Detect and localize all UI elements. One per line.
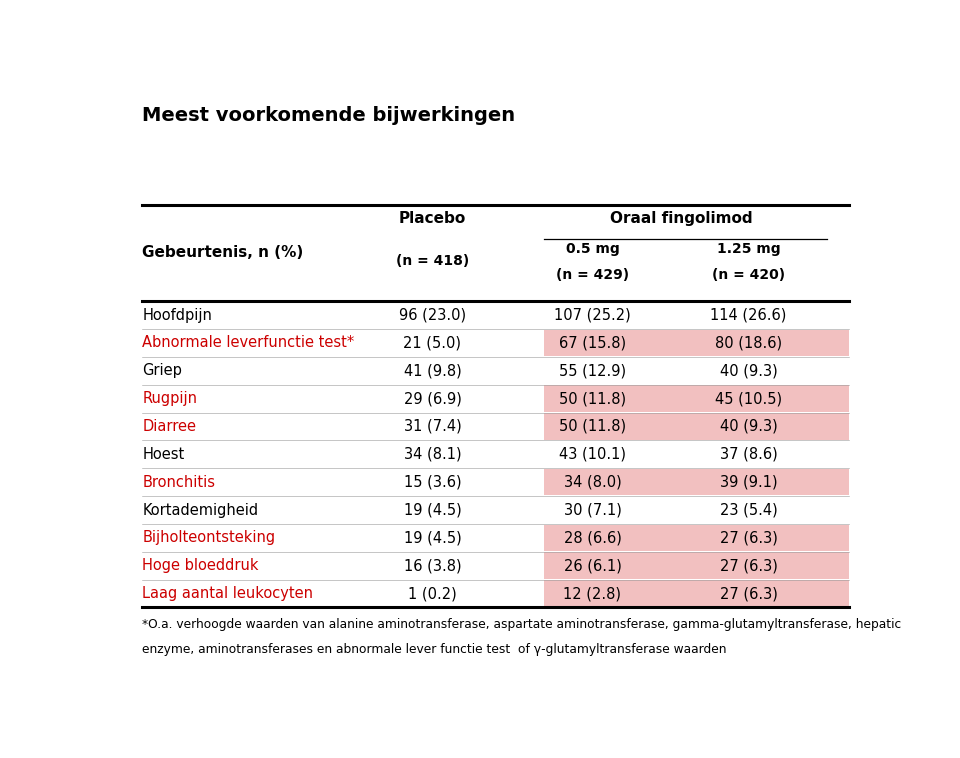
FancyBboxPatch shape [544,468,849,496]
Text: (n = 420): (n = 420) [712,268,785,282]
Text: Hoofdpijn: Hoofdpijn [142,308,212,322]
Text: 37 (8.6): 37 (8.6) [720,446,778,462]
Text: Bijholteontsteking: Bijholteontsteking [142,531,276,545]
Text: 15 (3.6): 15 (3.6) [403,475,462,490]
Text: 43 (10.1): 43 (10.1) [559,446,626,462]
Text: 16 (3.8): 16 (3.8) [403,558,462,573]
Text: 41 (9.8): 41 (9.8) [403,363,462,378]
FancyBboxPatch shape [544,413,849,440]
Text: 31 (7.4): 31 (7.4) [403,419,462,434]
Text: 27 (6.3): 27 (6.3) [720,586,778,601]
Text: 12 (2.8): 12 (2.8) [564,586,621,601]
Text: 23 (5.4): 23 (5.4) [720,503,778,518]
Text: 19 (4.5): 19 (4.5) [403,503,462,518]
Text: 26 (6.1): 26 (6.1) [564,558,621,573]
Text: *O.a. verhoogde waarden van alanine aminotransferase, aspartate aminotransferase: *O.a. verhoogde waarden van alanine amin… [142,618,901,631]
Text: 80 (18.6): 80 (18.6) [715,335,782,350]
Text: Gebeurtenis, n (%): Gebeurtenis, n (%) [142,246,303,261]
Text: Bronchitis: Bronchitis [142,475,215,490]
Text: 21 (5.0): 21 (5.0) [403,335,462,350]
Text: Hoest: Hoest [142,446,184,462]
FancyBboxPatch shape [544,525,849,551]
Text: 96 (23.0): 96 (23.0) [399,308,466,322]
FancyBboxPatch shape [544,580,849,607]
FancyBboxPatch shape [544,385,849,412]
Text: 34 (8.1): 34 (8.1) [403,446,462,462]
Text: 107 (25.2): 107 (25.2) [554,308,631,322]
Text: Abnormale leverfunctie test*: Abnormale leverfunctie test* [142,335,354,350]
Text: 50 (11.8): 50 (11.8) [559,419,626,434]
Text: Kortademigheid: Kortademigheid [142,503,258,518]
Text: Oraal fingolimod: Oraal fingolimod [611,211,753,226]
Text: 40 (9.3): 40 (9.3) [720,363,778,378]
FancyBboxPatch shape [544,330,849,356]
Text: 28 (6.6): 28 (6.6) [564,531,621,545]
Text: 1 (0.2): 1 (0.2) [408,586,457,601]
Text: (n = 418): (n = 418) [396,255,469,268]
Text: 50 (11.8): 50 (11.8) [559,391,626,406]
FancyBboxPatch shape [544,553,849,579]
Text: 39 (9.1): 39 (9.1) [720,475,778,490]
Text: Laag aantal leukocyten: Laag aantal leukocyten [142,586,313,601]
Text: Griep: Griep [142,363,182,378]
Text: (n = 429): (n = 429) [556,268,629,282]
Text: Placebo: Placebo [398,211,467,226]
Text: 67 (15.8): 67 (15.8) [559,335,626,350]
Text: 114 (26.6): 114 (26.6) [710,308,787,322]
Text: Diarree: Diarree [142,419,196,434]
Text: 1.25 mg: 1.25 mg [717,242,780,255]
Text: 27 (6.3): 27 (6.3) [720,558,778,573]
Text: 55 (12.9): 55 (12.9) [559,363,626,378]
Text: 19 (4.5): 19 (4.5) [403,531,462,545]
Text: Rugpijn: Rugpijn [142,391,198,406]
Text: 0.5 mg: 0.5 mg [565,242,619,255]
Text: Meest voorkomende bijwerkingen: Meest voorkomende bijwerkingen [142,105,516,124]
Text: 40 (9.3): 40 (9.3) [720,419,778,434]
Text: 34 (8.0): 34 (8.0) [564,475,621,490]
Text: enzyme, aminotransferases en abnormale lever functie test  of γ-glutamyltransfer: enzyme, aminotransferases en abnormale l… [142,643,727,656]
Text: Hoge bloeddruk: Hoge bloeddruk [142,558,259,573]
Text: 45 (10.5): 45 (10.5) [715,391,782,406]
Text: 29 (6.9): 29 (6.9) [403,391,462,406]
Text: 30 (7.1): 30 (7.1) [564,503,621,518]
Text: 27 (6.3): 27 (6.3) [720,531,778,545]
